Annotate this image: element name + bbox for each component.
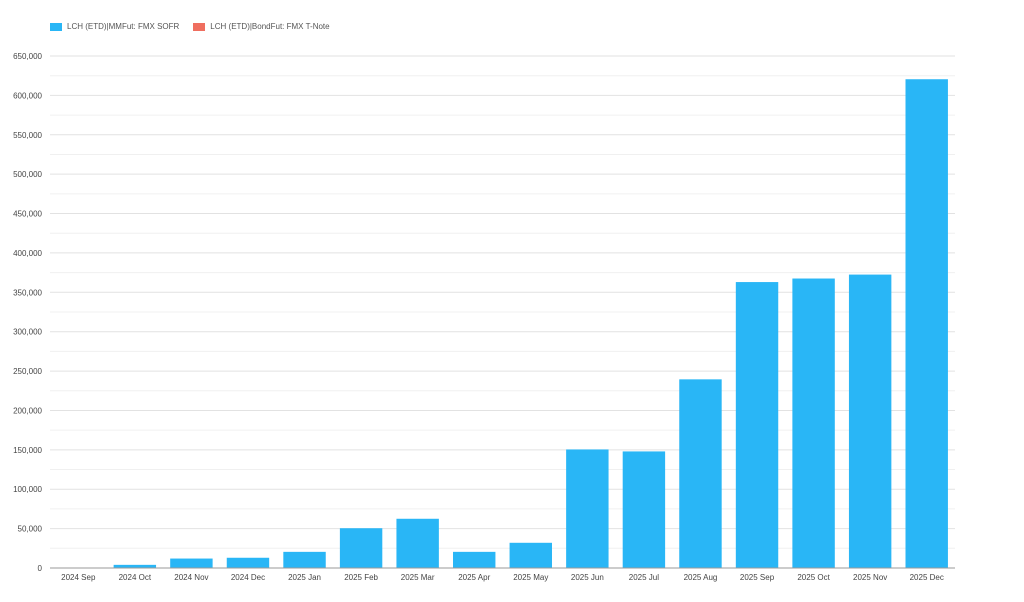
x-tick-label: 2025 Dec <box>910 573 944 582</box>
x-tick-label: 2025 Feb <box>344 573 378 582</box>
y-tick-label: 200,000 <box>13 406 42 415</box>
y-tick-label: 400,000 <box>13 249 42 258</box>
x-tick-label: 2025 Jul <box>629 573 659 582</box>
bar-2024-dec-s0[interactable] <box>226 557 270 568</box>
y-axis-ticks: 0 50,000 100,000 150,000 200,000 250,000 300,0… <box>13 52 42 573</box>
legend-item-sofr[interactable]: LCH (ETD)|MMFut: FMX SOFR <box>50 22 179 31</box>
bar-2025-aug-s0[interactable] <box>679 379 722 568</box>
bar-2024-nov-s0[interactable] <box>170 558 213 568</box>
bar-2025-dec-s0[interactable] <box>905 79 948 568</box>
y-tick-label: 50,000 <box>18 525 43 534</box>
legend-swatch-sofr <box>50 22 62 31</box>
y-tick-label: 300,000 <box>13 328 42 337</box>
bar-2025-apr-s0[interactable] <box>453 551 496 568</box>
y-tick-label: 550,000 <box>13 131 42 140</box>
bar-2025-may-s0[interactable] <box>509 542 552 568</box>
y-tick-label: 650,000 <box>13 52 42 61</box>
x-tick-label: 2025 Jan <box>288 573 321 582</box>
x-tick-label: 2024 Sep <box>61 573 96 582</box>
y-tick-label: 250,000 <box>13 367 42 376</box>
x-axis-ticks: 2024 Sep 2024 Oct 2024 Nov 2024 Dec 2025 Jan… <box>61 573 944 582</box>
x-tick-label: 2025 Sep <box>740 573 775 582</box>
bar-2025-nov-s0[interactable] <box>848 274 892 568</box>
bar-2025-jul-s0[interactable] <box>622 451 666 568</box>
bar-2025-sep-s0[interactable] <box>735 282 779 568</box>
x-tick-label: 2025 Aug <box>684 573 718 582</box>
x-tick-label: 2025 May <box>513 573 548 582</box>
bar-2025-jun-s0[interactable] <box>566 449 609 568</box>
y-tick-label: 100,000 <box>13 485 42 494</box>
x-tick-label: 2025 Apr <box>458 573 490 582</box>
bar-2024-oct-s0[interactable] <box>113 564 157 568</box>
x-tick-label: 2024 Nov <box>174 573 208 582</box>
y-tick-label: 500,000 <box>13 170 42 179</box>
x-tick-label: 2025 Oct <box>797 573 830 582</box>
legend-swatch-tnote <box>193 22 206 31</box>
y-tick-label: 0 <box>38 564 43 573</box>
bar-2025-mar-s0[interactable] <box>396 518 439 568</box>
x-tick-label: 2025 Nov <box>853 573 887 582</box>
legend-label-tnote: LCH (ETD)|BondFut: FMX T-Note <box>210 22 330 31</box>
x-tick-label: 2025 Jun <box>571 573 604 582</box>
legend-label-sofr: LCH (ETD)|MMFut: FMX SOFR <box>67 22 180 31</box>
y-tick-label: 350,000 <box>13 288 42 297</box>
y-tick-label: 150,000 <box>13 446 42 455</box>
legend-item-tnote[interactable]: LCH (ETD)|BondFut: FMX T-Note <box>193 22 330 31</box>
chart-legend: LCH (ETD)|MMFut: FMX SOFR LCH (ETD)|Bond… <box>50 22 330 31</box>
bar-2025-feb-s0[interactable] <box>339 528 383 568</box>
x-tick-label: 2024 Dec <box>231 573 265 582</box>
bar-2025-oct-s0[interactable] <box>792 278 835 568</box>
x-tick-label: 2024 Oct <box>119 573 152 582</box>
bar-2025-jan-s0[interactable] <box>283 551 326 568</box>
bars <box>57 79 948 568</box>
y-tick-label: 450,000 <box>13 210 42 219</box>
x-tick-label: 2025 Mar <box>401 573 435 582</box>
y-tick-label: 600,000 <box>13 91 42 100</box>
